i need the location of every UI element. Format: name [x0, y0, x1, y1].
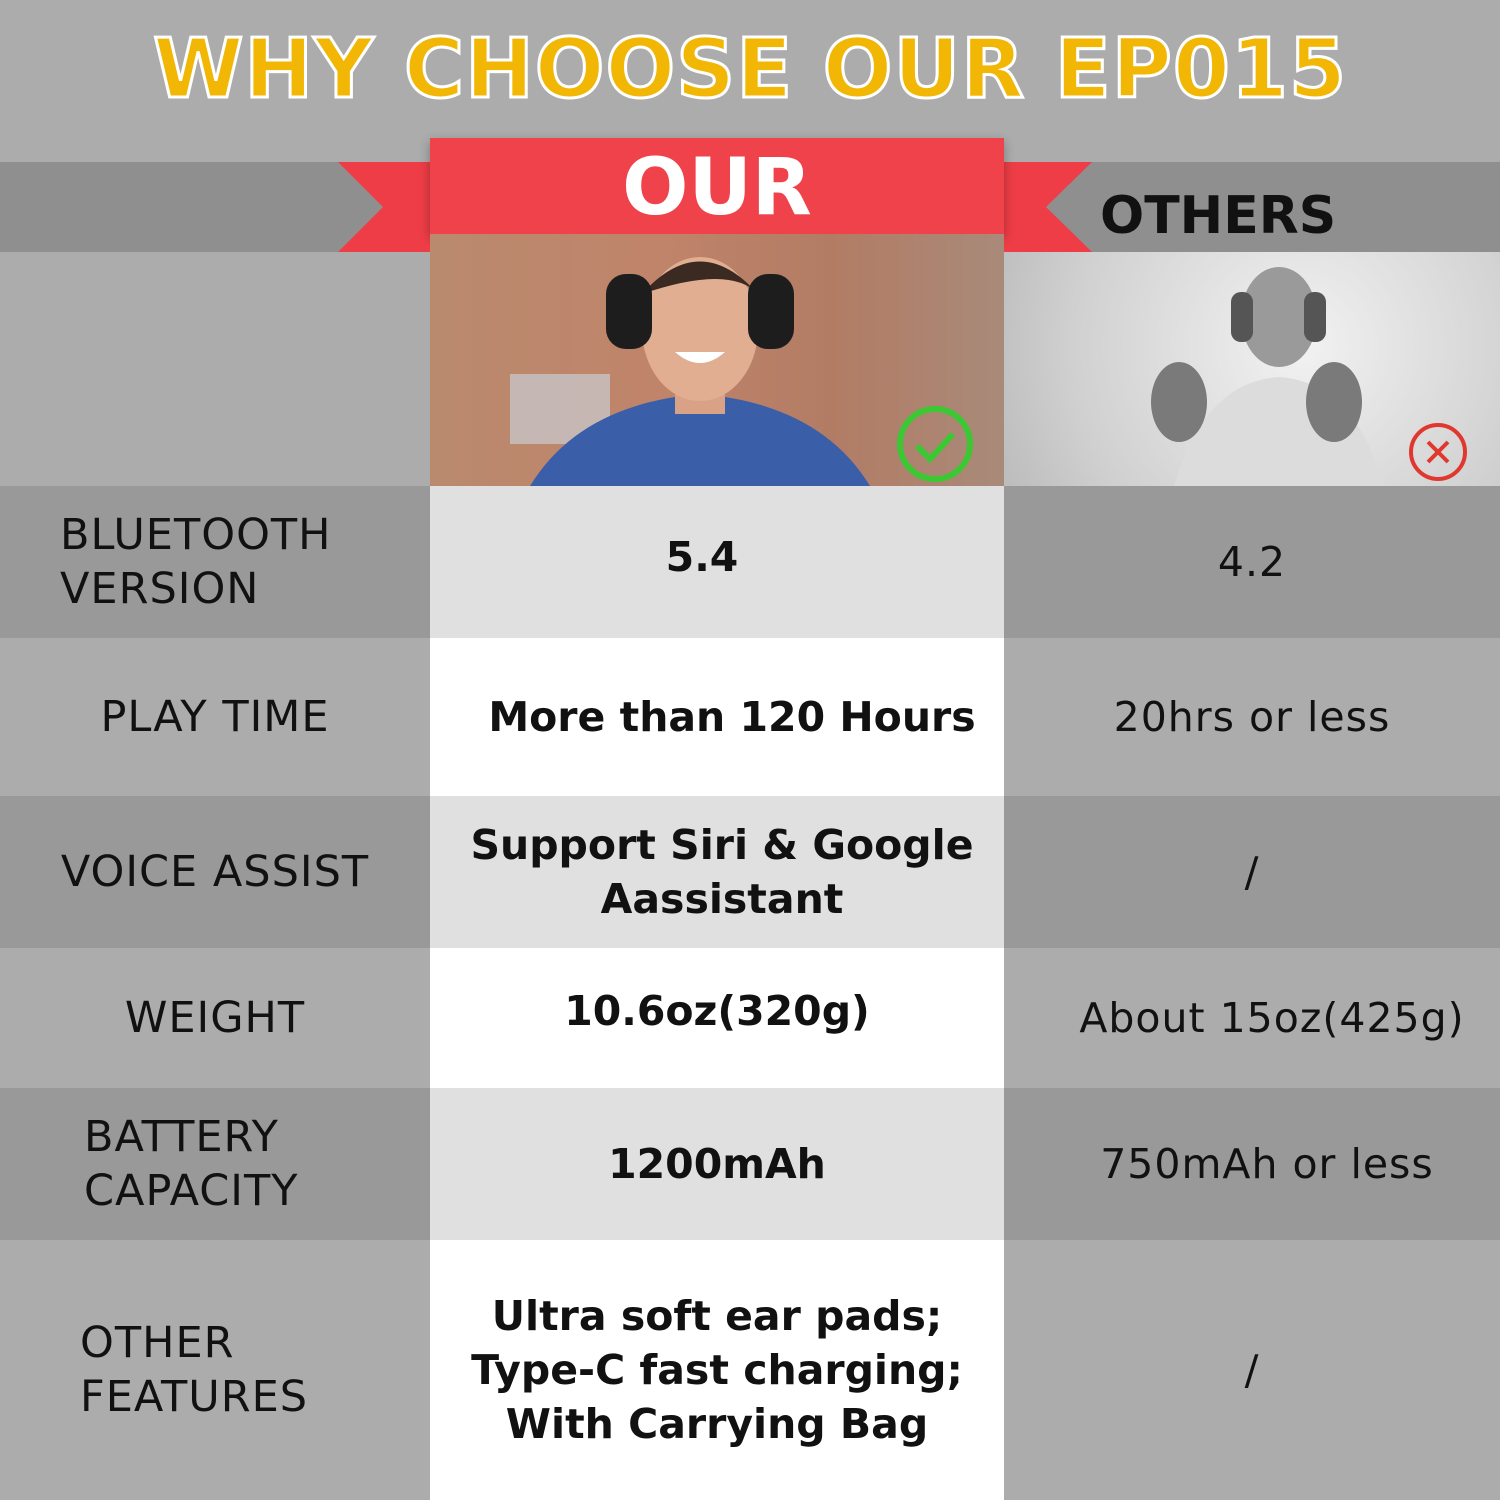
feature-label: OTHER FEATURES [80, 1318, 309, 1422]
others-value: 750mAh or less [1004, 1088, 1500, 1240]
others-column-header: OTHERS [1100, 186, 1337, 246]
feature-label: PLAY TIME [100, 692, 330, 742]
our-column-header: OUR [430, 138, 1004, 234]
table-row: OTHER FEATURES Ultra soft ear pads; Type… [0, 1240, 1500, 1500]
feature-label: WEIGHT [124, 993, 306, 1043]
table-row: WEIGHT 10.6oz(320g) About 15oz(425g) [0, 948, 1500, 1088]
our-value: 1200mAh [430, 1088, 1004, 1240]
our-value: 5.4 [430, 486, 1004, 638]
table-row: PLAY TIME More than 120 Hours 20hrs or l… [0, 638, 1500, 796]
x-circle-icon [1409, 423, 1467, 481]
page-title: WHY CHOOSE OUR EP015 [151, 21, 1348, 119]
others-value: 4.2 [1004, 486, 1500, 638]
our-value: More than 120 Hours [430, 638, 1004, 796]
check-circle-icon [897, 406, 973, 482]
our-product-photo [430, 234, 1004, 486]
table-row: BATTERY CAPACITY 1200mAh 750mAh or less [0, 1088, 1500, 1240]
feature-label: BLUETOOTH VERSION [0, 486, 430, 638]
our-value: 10.6oz(320g) [430, 948, 1004, 1088]
feature-label: VOICE ASSIST [0, 796, 430, 948]
our-value: Support Siri & Google Aassistant [430, 796, 1004, 948]
others-product-photo [1004, 252, 1500, 486]
others-value: / [1004, 796, 1500, 948]
table-row: VOICE ASSIST Support Siri & Google Aassi… [0, 796, 1500, 948]
others-value: 20hrs or less [1113, 693, 1391, 741]
our-value: Ultra soft ear pads; Type-C fast chargin… [430, 1240, 1004, 1500]
table-row: BLUETOOTH VERSION 5.4 4.2 [0, 486, 1500, 638]
others-value: / [1244, 1346, 1260, 1394]
feature-label: BATTERY CAPACITY [0, 1088, 430, 1240]
others-value: About 15oz(425g) [1079, 994, 1465, 1042]
